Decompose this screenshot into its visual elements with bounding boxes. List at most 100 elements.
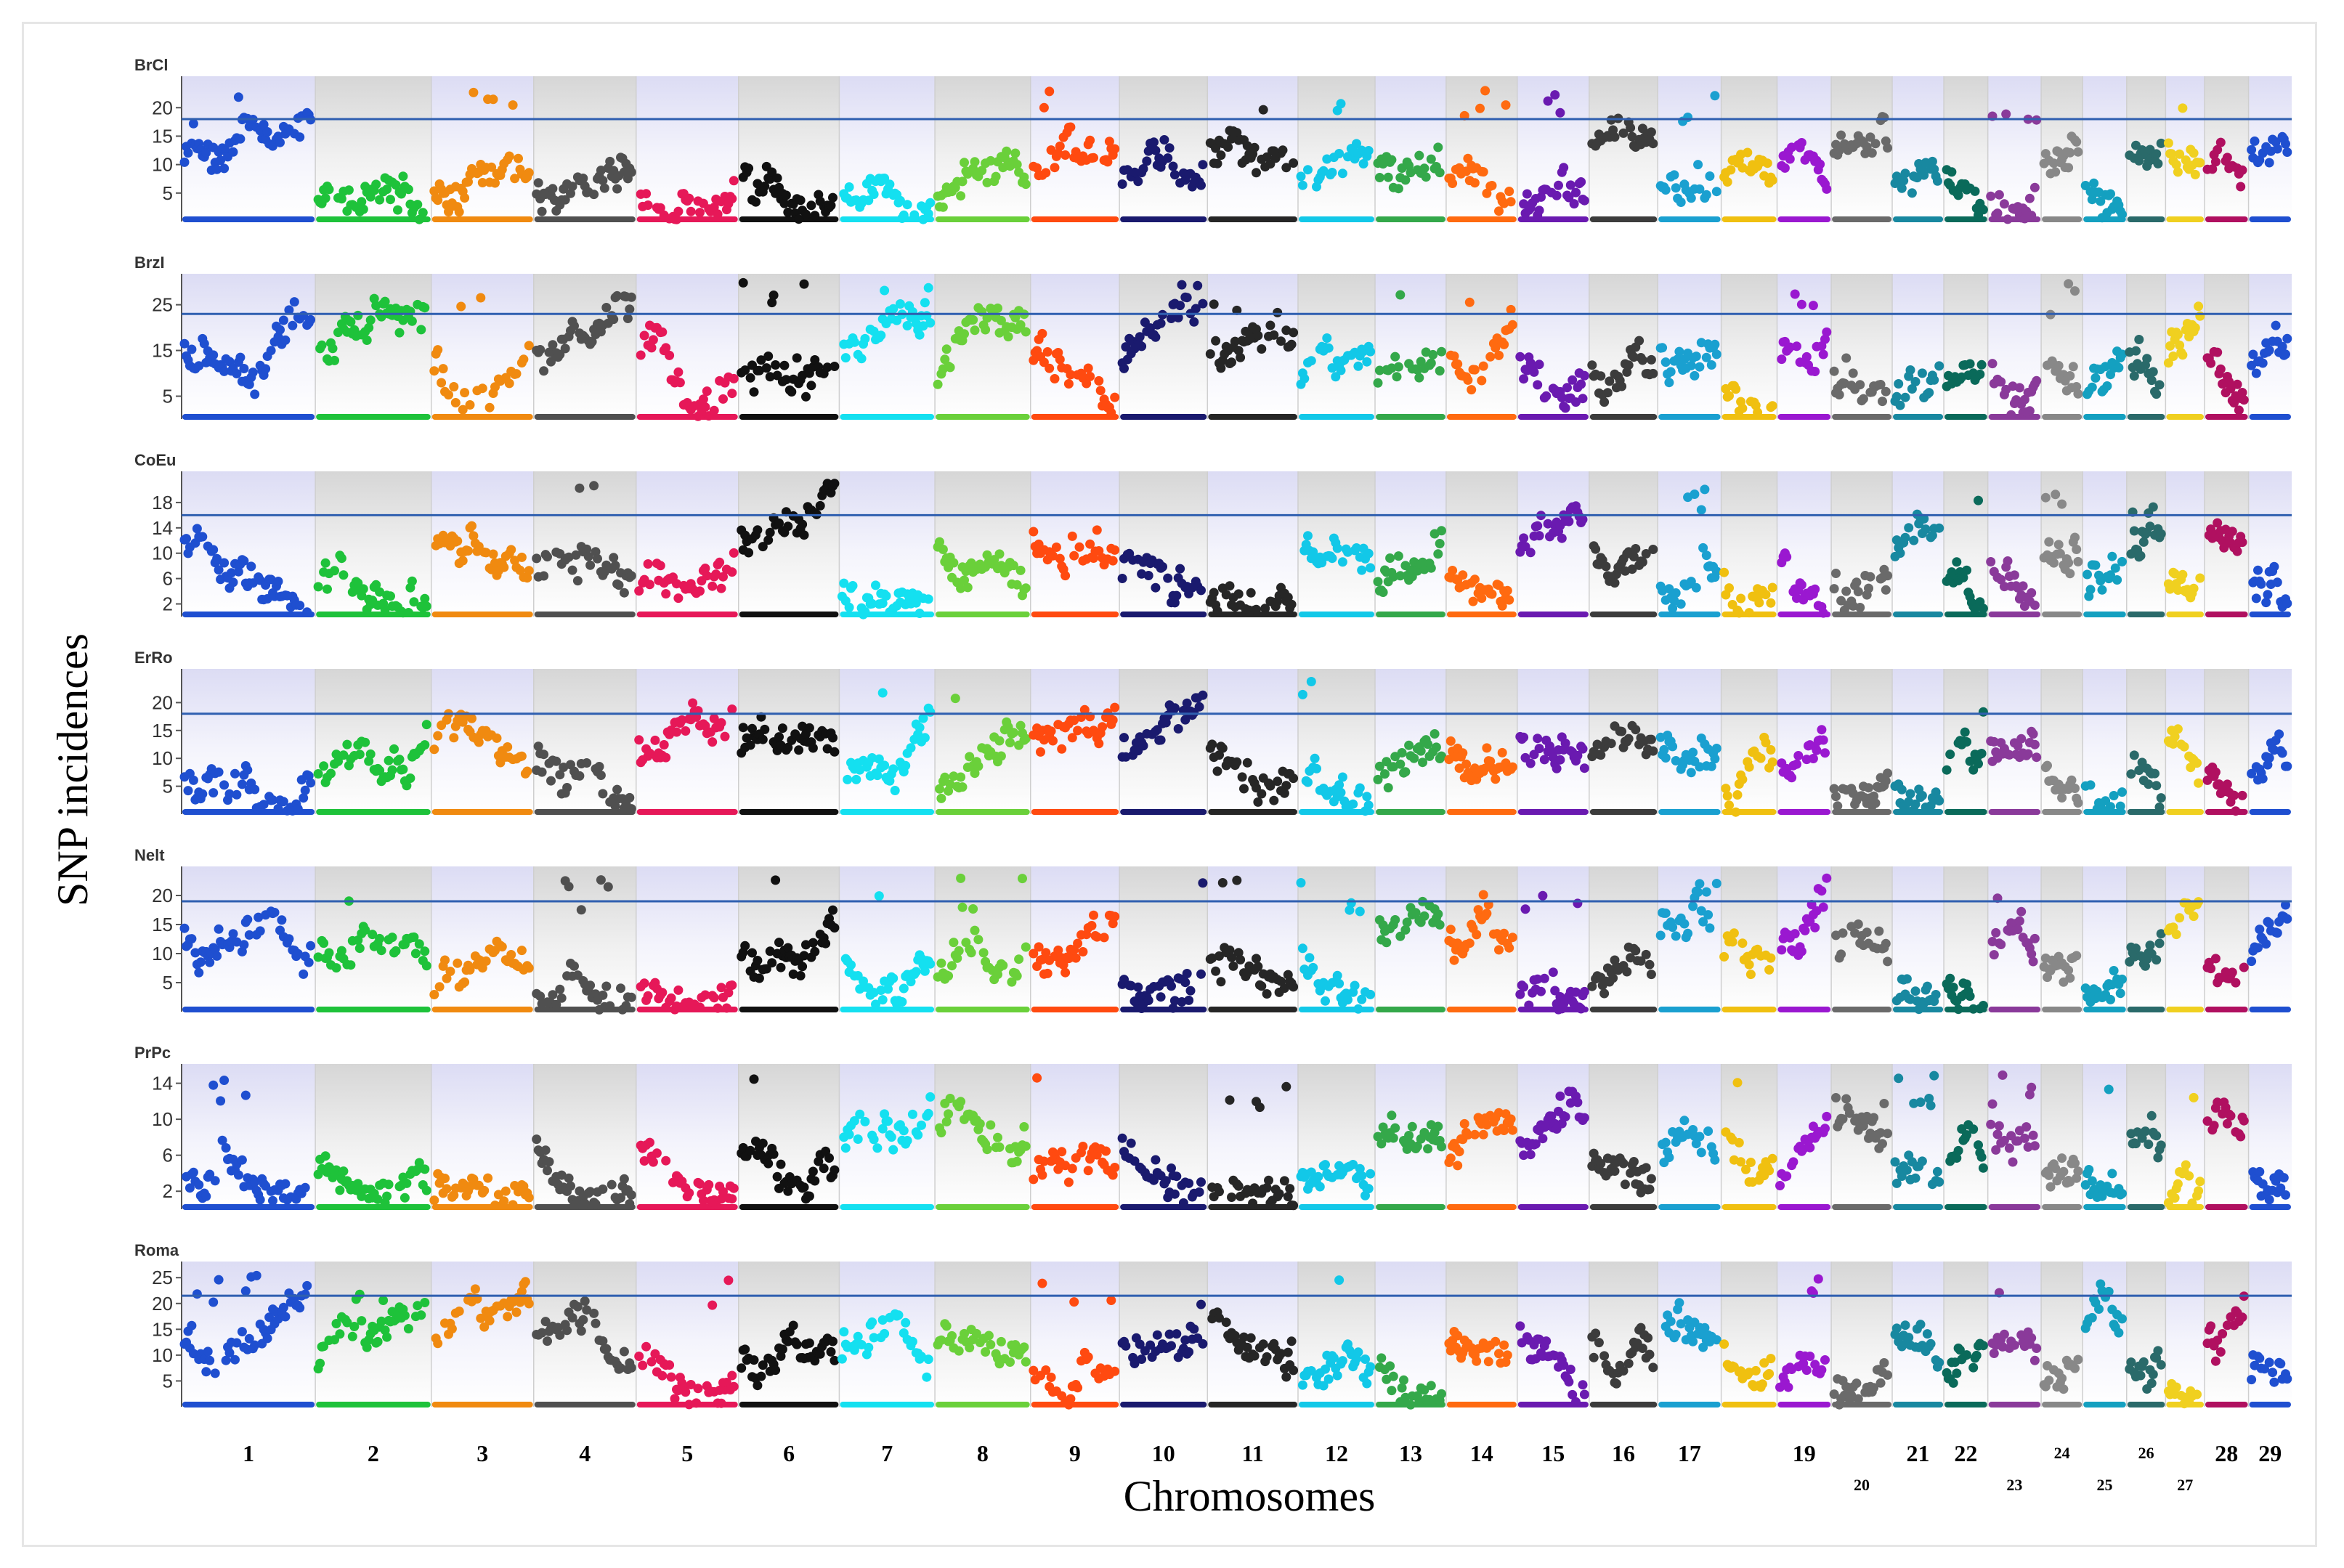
snp-point — [1198, 298, 1208, 309]
snp-point — [1306, 677, 1316, 686]
snp-point — [1525, 758, 1536, 768]
snp-point — [1409, 753, 1419, 763]
snp-point — [394, 755, 405, 765]
panel-label: PrPc — [134, 1044, 171, 1062]
snp-point — [1976, 749, 1987, 758]
snp-point — [1617, 726, 1627, 736]
snp-point — [354, 943, 365, 954]
snp-point — [956, 873, 966, 883]
snp-point — [612, 784, 623, 795]
chromosome-band — [431, 866, 534, 1012]
snp-point — [2072, 137, 2082, 147]
snp-point — [543, 1166, 552, 1176]
snp-point — [1252, 168, 1261, 178]
snp-point — [961, 938, 971, 948]
baseline-points — [1892, 414, 1944, 420]
snp-point — [1036, 747, 1045, 757]
snp-point — [623, 314, 633, 323]
snp-point — [619, 1174, 629, 1184]
snp-point — [806, 381, 816, 391]
snp-point — [1286, 599, 1297, 609]
snp-point — [1400, 925, 1411, 935]
snp-point — [776, 962, 786, 972]
snp-point — [957, 782, 968, 792]
snp-point — [1182, 698, 1192, 708]
baseline-points — [2042, 612, 2083, 617]
snp-point — [2003, 214, 2013, 224]
snp-point — [453, 536, 463, 546]
snp-point — [2229, 790, 2239, 800]
baseline-points — [1832, 809, 1891, 815]
baseline-points — [2205, 1007, 2248, 1012]
snp-point — [533, 178, 543, 188]
snp-point — [2192, 758, 2202, 768]
snp-point — [192, 524, 202, 534]
snp-point — [1404, 161, 1414, 171]
snp-point — [1646, 734, 1656, 744]
snp-point — [2055, 548, 2065, 558]
snp-point — [794, 745, 804, 755]
snp-point — [1796, 138, 1806, 147]
snp-point — [2251, 593, 2261, 604]
snp-point — [2014, 383, 2024, 393]
snp-point — [1945, 750, 1955, 760]
snp-point — [794, 214, 804, 224]
snp-point — [235, 134, 246, 144]
snp-point — [2213, 347, 2223, 357]
baseline-points — [1517, 1007, 1589, 1012]
snp-point — [801, 391, 811, 402]
snp-point — [1010, 148, 1021, 158]
snp-point — [1658, 343, 1668, 353]
snp-point — [1104, 137, 1114, 147]
snp-point — [1761, 590, 1771, 600]
snp-point — [1796, 299, 1806, 309]
snp-point — [1686, 193, 1696, 203]
snp-point — [1978, 604, 1988, 614]
snp-point — [2156, 793, 2166, 803]
snp-point — [1953, 1004, 1963, 1015]
snp-point — [1045, 86, 1055, 97]
baseline-points — [2127, 216, 2165, 222]
snp-point — [442, 1184, 452, 1194]
snp-point — [522, 766, 532, 776]
snp-point — [2231, 978, 2241, 988]
snp-point — [2210, 954, 2221, 964]
snp-point — [1948, 983, 1958, 992]
snp-point — [583, 551, 593, 561]
snp-point — [380, 296, 390, 306]
snp-point — [771, 360, 781, 370]
snp-point — [1883, 956, 1893, 967]
chromosome-band — [2248, 866, 2292, 1012]
snp-point — [1205, 349, 1215, 359]
snp-point — [1737, 938, 1748, 948]
snp-point — [1853, 587, 1863, 597]
snp-point — [2175, 340, 2185, 350]
snp-point — [1571, 187, 1581, 198]
snp-point — [1829, 784, 1839, 794]
snp-point — [1362, 792, 1372, 802]
baseline-points — [2042, 414, 2083, 420]
snp-point — [1637, 355, 1647, 365]
snp-point — [1061, 571, 1071, 581]
snp-point — [1564, 516, 1574, 527]
snp-point — [1078, 947, 1088, 956]
snp-point — [510, 174, 520, 184]
snp-point — [2261, 939, 2271, 949]
snp-point — [1491, 343, 1501, 353]
snp-point — [702, 386, 712, 397]
snp-point — [1039, 102, 1049, 113]
snp-point — [1211, 143, 1221, 153]
snp-point — [1701, 887, 1711, 897]
snp-point — [278, 797, 288, 807]
snp-point — [250, 1177, 260, 1187]
snp-point — [758, 734, 768, 744]
snp-point — [888, 973, 899, 983]
baseline-points — [1658, 216, 1721, 222]
chromosome-band — [1517, 1064, 1589, 1209]
snp-point — [1711, 187, 1721, 197]
figure-frame — [22, 22, 2317, 1547]
snp-point — [920, 298, 930, 308]
snp-point — [1865, 132, 1875, 142]
snp-point — [877, 995, 888, 1005]
snp-point — [1822, 184, 1832, 194]
